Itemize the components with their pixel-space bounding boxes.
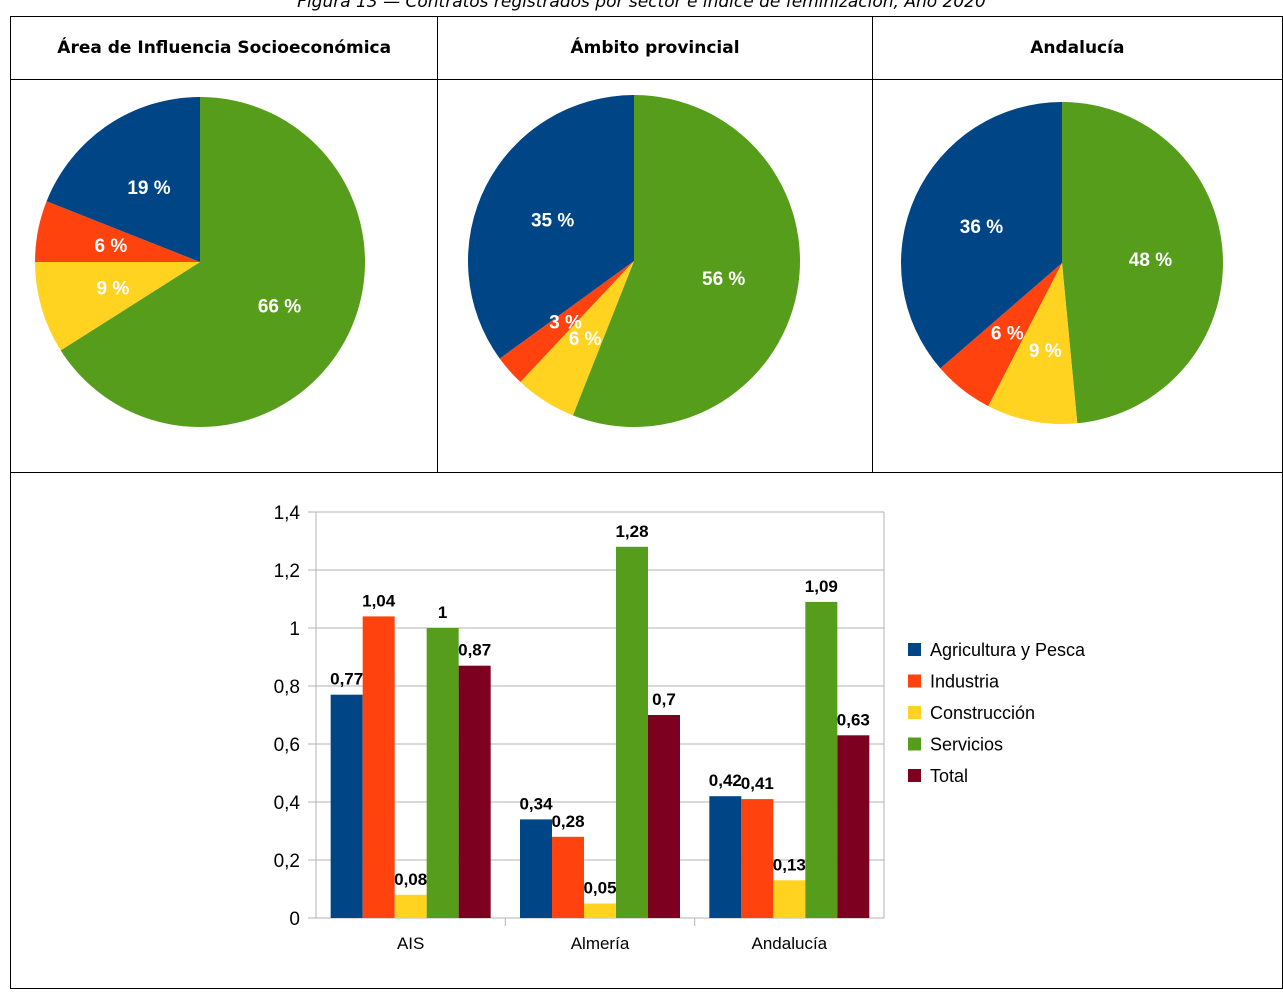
x-category-label: AIS bbox=[397, 934, 424, 953]
pie-label-construccion: 9 % bbox=[1029, 341, 1062, 362]
bar-servicios bbox=[616, 546, 648, 918]
y-tick-label: 0,4 bbox=[274, 793, 301, 814]
y-tick-label: 1,4 bbox=[274, 503, 301, 524]
bar-value-label: 0,08 bbox=[394, 870, 427, 889]
legend-swatch-servicios bbox=[908, 737, 921, 751]
pie-label-agricultura-y-pesca: 35 % bbox=[531, 211, 574, 232]
bar-total bbox=[648, 715, 680, 918]
figure-table: Área de Influencia Socioeconómica Ámbito… bbox=[9, 16, 1283, 989]
bar-servicios bbox=[805, 601, 838, 918]
bar-industria bbox=[741, 799, 774, 918]
bar-industria bbox=[362, 616, 395, 918]
pie-label-construccion: 9 % bbox=[96, 278, 129, 299]
pie-slice-servicios bbox=[1061, 102, 1223, 424]
pie-slice-industria bbox=[939, 263, 1062, 407]
legend-label-industria: Industria bbox=[930, 672, 1000, 692]
pie-chart-andalucia: 48 % 9 %6 % 36 % bbox=[900, 102, 1223, 424]
pie-label-servicios: 48 % bbox=[1128, 250, 1171, 271]
y-tick-label: 1,2 bbox=[274, 561, 300, 582]
y-tick-label: 0,2 bbox=[274, 851, 300, 872]
pie-slice-agricultura-y-pesca bbox=[468, 95, 635, 359]
pie-cell-andalucia: 48 % 9 % 6 % 36 % bbox=[871, 79, 1283, 473]
pie-slice-construccion bbox=[987, 263, 1077, 424]
pie-slice-industria bbox=[35, 201, 200, 262]
y-tick-label: 0,8 bbox=[274, 677, 300, 698]
pie-slice-agricultura-y-pesca bbox=[900, 102, 1062, 369]
bar-servicios bbox=[426, 628, 459, 918]
bar-chart-cell: 0 0,2 0,4 0,6 0,8 1 1,2 1,4 AIS 0,77 1,04 0,08 1 0,87… bbox=[10, 472, 1283, 989]
legend-swatch-agricultura-y-pesca bbox=[908, 643, 921, 656]
x-category-label: Andalucía bbox=[752, 934, 828, 953]
bar-value-label: 1,04 bbox=[362, 591, 396, 610]
bar-value-label: 0,63 bbox=[837, 710, 870, 729]
bar-chart: 0 0,2 0,4 0,6 0,8 1 1,2 1,4 AIS 0,77 1,04 0,08 1 0,87… bbox=[274, 503, 1086, 953]
figure-caption: Figura 13 — Contratos registrados por se… bbox=[297, 0, 986, 12]
bar-value-label: 0,41 bbox=[741, 774, 774, 793]
bar-value-label: 0,34 bbox=[519, 794, 553, 813]
bar-agricultura-y-pesca bbox=[520, 819, 552, 918]
bar-total bbox=[837, 735, 870, 918]
pie-label-agricultura-y-pesca: 19 % bbox=[127, 178, 170, 199]
pie-slice-industria bbox=[500, 261, 635, 383]
legend-label-total: Total bbox=[930, 766, 968, 786]
bar-construccion bbox=[584, 903, 616, 918]
bar-value-label: 1,09 bbox=[805, 577, 838, 596]
legend-label-agricultura-y-pesca: Agricultura y Pesca bbox=[930, 640, 1086, 660]
pie-slice-servicios bbox=[573, 95, 801, 427]
header-andalucia: Andalucía bbox=[871, 16, 1283, 80]
pie-chart-ais: 66 % 9 % 6 % 19 % bbox=[35, 97, 366, 428]
legend-swatch-industria bbox=[908, 674, 921, 688]
pie-label-industria: 6 % bbox=[94, 236, 127, 257]
legend-label-servicios: Servicios bbox=[930, 735, 1003, 755]
bar-value-label: 0,7 bbox=[652, 690, 676, 709]
pie-slice-construccion bbox=[520, 261, 635, 416]
pie-label-agricultura-y-pesca: 36 % bbox=[959, 217, 1002, 238]
pie-slice-construccion bbox=[35, 262, 200, 351]
bar-value-label: 1,28 bbox=[615, 522, 648, 541]
bar-agricultura-y-pesca bbox=[330, 694, 363, 918]
bar-value-label: 0,13 bbox=[773, 855, 806, 874]
bar-value-label: 0,77 bbox=[330, 670, 363, 689]
bar-value-label: 0,28 bbox=[551, 812, 584, 831]
pie-label-construccion: 6 % bbox=[569, 329, 602, 350]
legend-swatch-construccion bbox=[908, 706, 921, 719]
pie-cell-provincial: 56 % 6 % 3 % 35 % bbox=[437, 79, 873, 473]
pie-label-industria: 6 % bbox=[991, 324, 1024, 345]
y-tick-label: 1 bbox=[289, 619, 300, 640]
bar-construccion bbox=[394, 894, 427, 918]
y-tick-label: 0,6 bbox=[274, 735, 300, 756]
pie-slice-servicios bbox=[60, 97, 366, 428]
header-ais: Área de Influencia Socioeconómica bbox=[9, 16, 439, 80]
bar-agricultura-y-pesca bbox=[709, 796, 742, 918]
legend-swatch-total bbox=[908, 769, 921, 782]
y-tick-label: 0 bbox=[289, 909, 300, 930]
x-category-label: Almería bbox=[571, 934, 630, 953]
bar-construccion bbox=[773, 880, 806, 918]
pie-label-industria: 3 % bbox=[550, 312, 583, 333]
pie-cell-ais: 66 % 9 % 6 % 19 % bbox=[9, 79, 439, 473]
bar-value-label: 0,87 bbox=[458, 641, 491, 660]
pie-label-servicios: 56 % bbox=[702, 269, 745, 290]
header-provincial: Ámbito provincial bbox=[437, 16, 873, 80]
pie-label-servicios: 66 % bbox=[258, 297, 301, 318]
bar-value-label: 0,05 bbox=[583, 879, 616, 898]
pie-chart-provincial: 56 % 6 %3 % 35 % bbox=[468, 95, 801, 427]
bar-industria bbox=[552, 836, 584, 918]
pie-slice-agricultura-y-pesca bbox=[46, 97, 200, 262]
bar-total bbox=[458, 665, 491, 918]
bar-value-label: 0,42 bbox=[709, 771, 742, 790]
legend-label-construccion: Construcción bbox=[930, 703, 1035, 723]
bar-value-label: 1 bbox=[438, 603, 447, 622]
